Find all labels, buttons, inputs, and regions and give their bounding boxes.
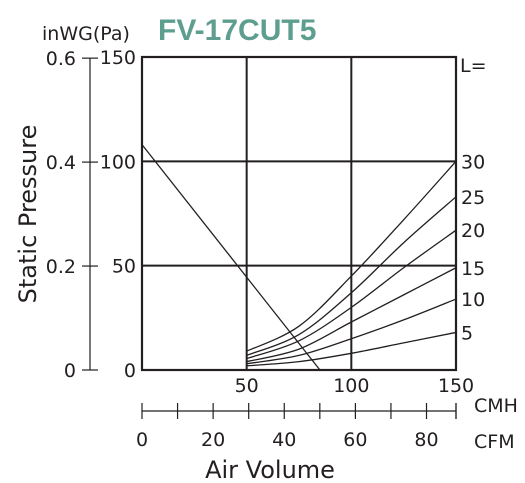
pa-tick-label: 150 [100,47,136,69]
cmh-tick-label: 50 [235,375,259,397]
cfm-tick-label: 20 [201,429,225,451]
duct-length-value-label: 10 [461,289,485,311]
system-curve-L20 [246,229,457,360]
cfm-tick-label: 0 [136,429,148,451]
cmh-tick-label: 100 [333,375,369,397]
fan-performance-curve [141,144,321,371]
chart-title: FV-17CUT5 [158,14,316,47]
system-curve-L30 [246,160,457,352]
duct-length-value-label: 5 [461,322,473,344]
pa-tick-label: 50 [112,256,136,278]
system-curve-L25 [246,196,457,356]
inwg-tick-label: 0.2 [46,256,76,278]
cfm-tick-label: 80 [414,429,438,451]
cfm-tick-label: 40 [272,429,296,451]
cmh-unit-label: CMH [474,395,518,417]
system-curve-L10 [246,298,457,365]
plot-frame [140,55,458,372]
duct-length-label: L= [460,55,487,77]
system-curve-L5 [246,331,457,367]
cfm-unit-label: CFM [474,431,515,453]
pressure-unit-label: inWG(Pa) [42,23,130,45]
pa-tick-label: 0 [124,360,136,382]
duct-length-value-label: 30 [461,151,485,173]
duct-length-value-label: 15 [461,258,485,280]
pa-tick-label: 100 [100,151,136,173]
inwg-tick-label: 0.4 [46,152,76,174]
cfm-tick-label: 60 [343,429,367,451]
x-axis-title: Air Volume [205,456,335,483]
plot-area: 0 50 100 150 0 0.2 0.4 0.6 50 100 150 0 20 40 60 80 30 25… [46,47,485,451]
duct-length-value-label: 20 [461,220,485,242]
system-curve-L15 [246,267,457,363]
cmh-tick-label: 150 [438,375,474,397]
inwg-tick-label: 0.6 [46,48,76,70]
duct-length-value-label: 25 [461,187,485,209]
inwg-tick-label: 0 [64,360,76,382]
y-axis-title: Static Pressure [14,125,42,304]
